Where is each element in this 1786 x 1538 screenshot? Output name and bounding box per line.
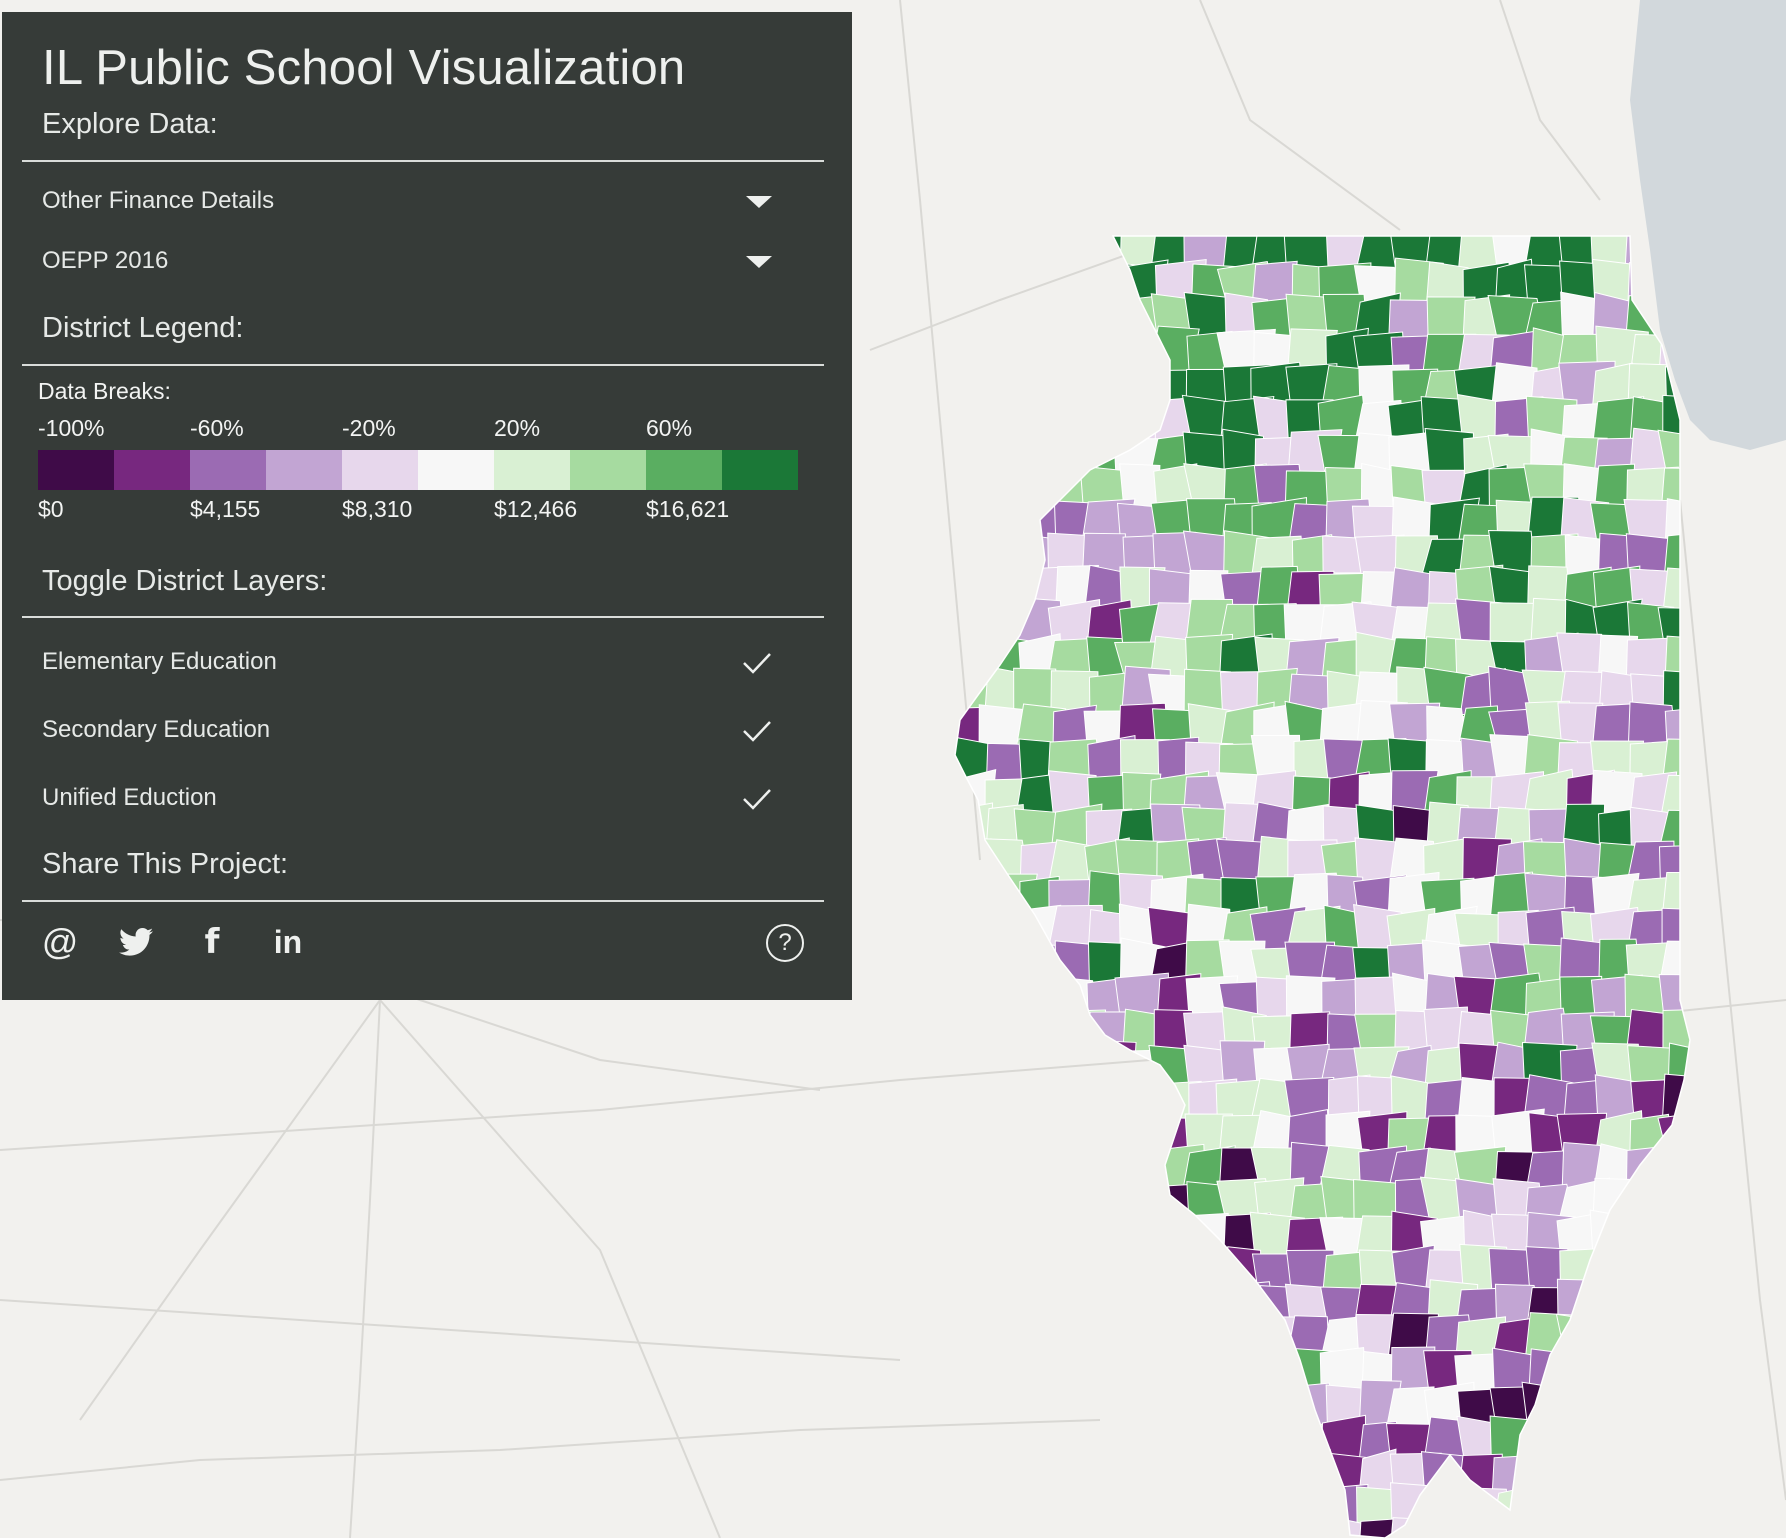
divider bbox=[22, 364, 824, 366]
dollar-break-label: $16,621 bbox=[646, 496, 730, 522]
category-select[interactable]: Other Finance Details bbox=[22, 172, 824, 228]
layer-toggle-elementary[interactable]: Elementary Education bbox=[22, 634, 824, 688]
email-icon[interactable]: @ bbox=[41, 921, 79, 962]
facebook-icon[interactable]: f bbox=[204, 922, 220, 962]
checkmark-icon bbox=[743, 721, 771, 742]
control-panel: IL Public School Visualization Explore D… bbox=[2, 12, 852, 1000]
lake-michigan bbox=[1630, 0, 1786, 450]
checkmark-icon bbox=[743, 789, 771, 810]
pct-break-label: -100% bbox=[38, 415, 105, 441]
linkedin-icon[interactable]: in bbox=[273, 923, 303, 960]
measure-select[interactable]: OEPP 2016 bbox=[22, 232, 824, 288]
pct-break-label: 60% bbox=[646, 415, 693, 441]
divider bbox=[22, 160, 824, 162]
data-breaks-label: Data Breaks: bbox=[38, 378, 171, 404]
legend-swatch bbox=[494, 450, 570, 490]
measure-select-value: OEPP 2016 bbox=[42, 247, 169, 274]
legend-swatch bbox=[114, 450, 190, 490]
page-title: IL Public School Visualization bbox=[42, 41, 686, 95]
layer-toggle-unified[interactable]: Unified Eduction bbox=[22, 770, 824, 824]
legend-swatch bbox=[646, 450, 722, 490]
legend-swatch bbox=[418, 450, 494, 490]
twitter-icon[interactable] bbox=[116, 922, 156, 962]
chevron-down-icon bbox=[746, 196, 772, 208]
layer-toggle-label: Unified Eduction bbox=[42, 784, 217, 811]
category-select-value: Other Finance Details bbox=[42, 187, 275, 214]
legend-swatch bbox=[266, 450, 342, 490]
explore-data-heading: Explore Data: bbox=[42, 108, 218, 140]
twitter-bird-glyph bbox=[119, 927, 153, 956]
legend-swatch bbox=[342, 450, 418, 490]
school-district[interactable] bbox=[1357, 1518, 1402, 1538]
state-outline bbox=[954, 235, 1691, 1538]
district-legend-heading: District Legend: bbox=[42, 312, 244, 344]
dollar-break-label: $4,155 bbox=[190, 496, 261, 522]
layer-toggle-label: Secondary Education bbox=[42, 716, 271, 743]
legend-swatch bbox=[570, 450, 646, 490]
chevron-down-icon bbox=[746, 256, 772, 268]
dollar-break-label: $12,466 bbox=[494, 496, 578, 522]
divider bbox=[22, 616, 824, 618]
legend-color-ramp bbox=[38, 450, 798, 490]
checkmark-icon bbox=[743, 653, 771, 674]
dollar-break-label: $8,310 bbox=[342, 496, 413, 522]
legend-swatch bbox=[722, 450, 798, 490]
help-icon[interactable]: ? bbox=[766, 924, 804, 962]
toggle-layers-heading: Toggle District Layers: bbox=[42, 565, 328, 597]
dollar-break-label: $0 bbox=[38, 496, 64, 522]
legend-swatch bbox=[190, 450, 266, 490]
pct-break-label: 20% bbox=[494, 415, 541, 441]
legend-swatch bbox=[38, 450, 114, 490]
pct-break-label: -60% bbox=[190, 415, 244, 441]
layer-toggle-label: Elementary Education bbox=[42, 648, 277, 675]
share-heading: Share This Project: bbox=[42, 848, 289, 880]
pct-break-label: -20% bbox=[342, 415, 396, 441]
layer-toggle-secondary[interactable]: Secondary Education bbox=[22, 702, 824, 756]
divider bbox=[22, 900, 824, 902]
